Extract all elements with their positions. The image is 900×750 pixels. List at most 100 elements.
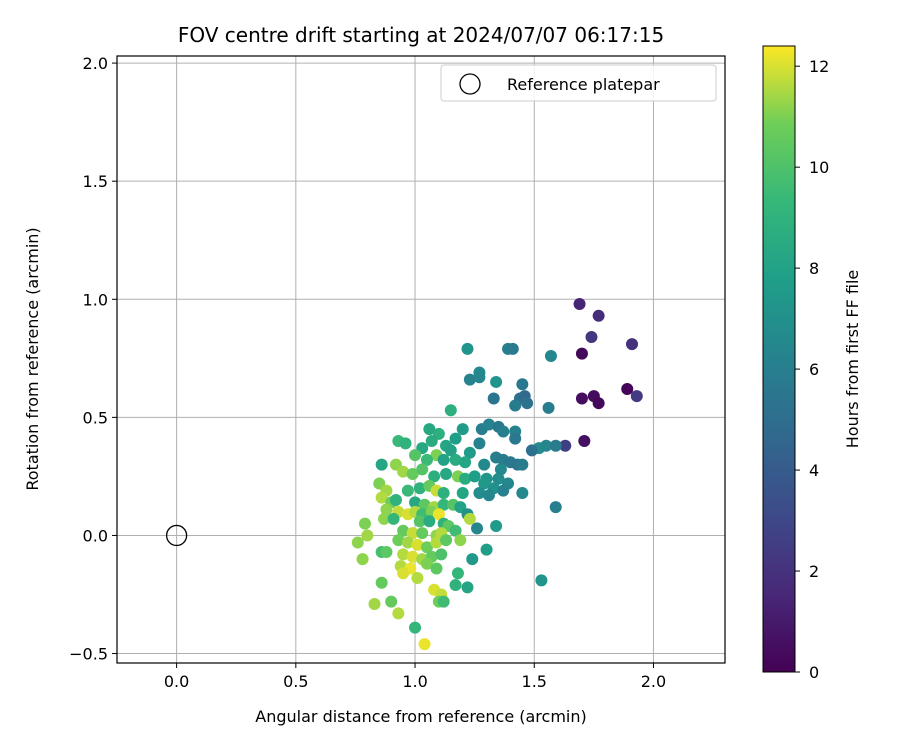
colorbar-tick-label: 4 <box>809 461 819 480</box>
data-point <box>482 489 495 502</box>
data-point <box>466 553 479 566</box>
data-point <box>392 607 405 620</box>
x-axis-ticks: 0.0 0.5 1.0 1.5 2.0 <box>164 663 666 691</box>
data-point <box>449 453 462 466</box>
data-point <box>375 576 388 589</box>
data-point <box>497 484 510 497</box>
data-point <box>437 595 450 608</box>
colorbar-label: Hours from first FF file <box>843 270 862 449</box>
data-point <box>411 571 424 584</box>
data-point <box>423 515 436 528</box>
data-point <box>380 503 393 516</box>
colorbar-tick-label: 0 <box>809 663 819 682</box>
data-point <box>456 423 469 436</box>
data-point <box>406 527 419 540</box>
data-point <box>592 397 605 410</box>
x-axis-label: Angular distance from reference (arcmin) <box>255 707 586 726</box>
data-point <box>437 486 450 499</box>
data-point <box>368 597 381 610</box>
data-point <box>356 553 369 566</box>
data-point <box>428 470 441 483</box>
data-point <box>509 399 522 412</box>
data-point <box>471 522 484 535</box>
data-point <box>585 331 598 344</box>
data-point <box>621 383 634 396</box>
data-point <box>463 446 476 459</box>
data-point <box>358 517 371 530</box>
data-point <box>444 444 457 457</box>
chart-title: FOV centre drift starting at 2024/07/07 … <box>178 23 664 47</box>
data-point <box>573 297 586 310</box>
data-point <box>389 494 402 507</box>
colorbar-tick-label: 10 <box>809 158 829 177</box>
data-point <box>392 534 405 547</box>
legend-box <box>440 64 717 102</box>
data-point <box>630 390 643 403</box>
data-point <box>516 486 529 499</box>
data-point <box>487 392 500 405</box>
data-point <box>461 342 474 355</box>
colorbar-tick-label: 8 <box>809 259 819 278</box>
x-tick-label: 1.0 <box>402 672 427 691</box>
data-point <box>575 392 588 405</box>
data-point <box>411 538 424 551</box>
data-point <box>473 486 486 499</box>
data-point <box>575 347 588 360</box>
colorbar-tick-label: 2 <box>809 562 819 581</box>
data-point <box>378 512 391 525</box>
data-point <box>413 482 426 495</box>
data-point <box>549 439 562 452</box>
data-point <box>420 453 433 466</box>
data-point <box>459 456 472 469</box>
data-point <box>559 439 572 452</box>
data-point <box>440 534 453 547</box>
data-point <box>397 524 410 537</box>
y-tick-label: 1.0 <box>83 290 108 309</box>
data-point <box>409 449 422 462</box>
data-point <box>549 501 562 514</box>
data-point <box>399 437 412 450</box>
plot-frame <box>116 55 726 664</box>
data-point <box>401 536 414 549</box>
data-point <box>516 458 529 471</box>
legend: Reference platepar <box>440 64 717 102</box>
data-point <box>420 541 433 554</box>
data-point <box>397 465 410 478</box>
data-point <box>506 342 519 355</box>
x-tick-label: 2.0 <box>641 672 666 691</box>
data-point <box>449 579 462 592</box>
colorbar-gradient <box>762 45 796 673</box>
data-point <box>482 418 495 431</box>
data-point <box>521 397 534 410</box>
data-point <box>626 338 639 351</box>
data-point <box>444 404 457 417</box>
data-point <box>540 439 553 452</box>
data-point <box>361 529 374 542</box>
data-point <box>416 527 429 540</box>
data-point <box>432 508 445 521</box>
data-point <box>406 550 419 563</box>
data-point <box>459 472 472 485</box>
colorbar-ticks: 0 2 4 6 8 10 12 <box>795 57 829 682</box>
data-point <box>425 434 438 447</box>
reference-layer <box>165 524 188 547</box>
data-point <box>437 453 450 466</box>
data-point <box>525 444 538 457</box>
points-layer <box>351 297 643 651</box>
data-point <box>385 595 398 608</box>
data-point <box>406 468 419 481</box>
data-point <box>387 512 400 525</box>
legend-entry-reference: Reference platepar <box>507 75 660 94</box>
data-point <box>461 581 474 594</box>
data-point <box>449 524 462 537</box>
data-point <box>418 638 431 651</box>
data-point <box>423 423 436 436</box>
x-tick-label: 0.0 <box>164 672 189 691</box>
x-tick-label: 1.5 <box>522 672 547 691</box>
y-tick-label: −0.5 <box>69 645 108 664</box>
data-point <box>430 562 443 575</box>
data-point <box>592 309 605 322</box>
data-point <box>451 567 464 580</box>
data-point <box>490 375 503 388</box>
data-point <box>509 432 522 445</box>
